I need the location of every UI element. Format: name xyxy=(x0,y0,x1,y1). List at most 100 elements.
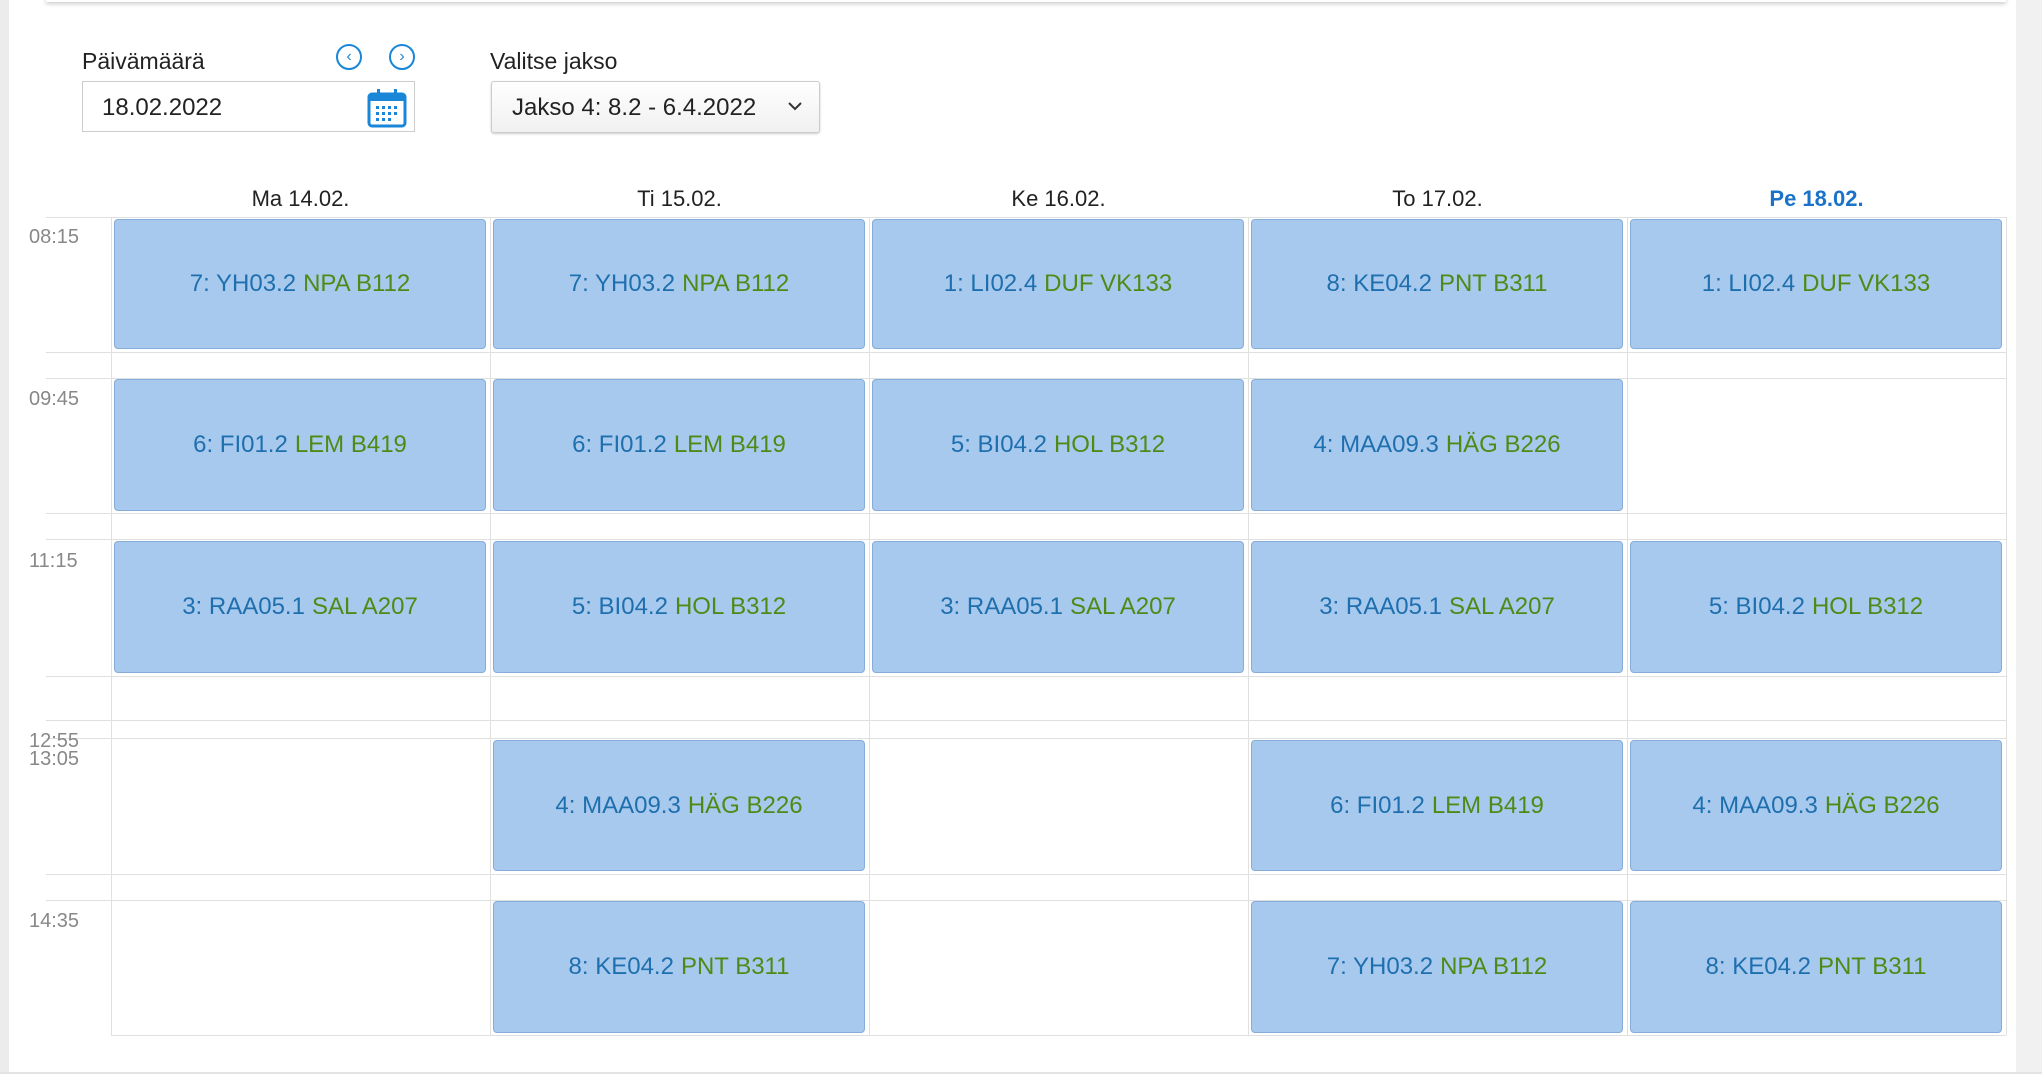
lesson-block[interactable]: 6: FI01.2 LEM B419 xyxy=(114,379,486,511)
lesson-code: 8: KE04.2 xyxy=(568,953,674,980)
time-label: 09:45 xyxy=(29,388,80,410)
lesson-teacher-room: SAL A207 xyxy=(1448,593,1555,620)
day-header: Ma 14.02. xyxy=(251,186,350,211)
chevron-down-icon xyxy=(788,102,802,111)
lesson-code: 4: MAA09.3 xyxy=(1313,431,1439,458)
lesson-teacher-room: SAL A207 xyxy=(311,593,418,620)
lesson-block[interactable]: 8: KE04.2 PNT B311 xyxy=(1251,219,1623,349)
chevron-right-icon: › xyxy=(399,48,405,65)
grid-line xyxy=(46,378,2006,379)
grid-line xyxy=(869,217,870,1035)
period-select[interactable]: Jakso 4: 8.2 - 6.4.2022 xyxy=(491,81,820,133)
period-label: Valitse jakso xyxy=(490,48,618,74)
lesson-block[interactable]: 7: YH03.2 NPA B112 xyxy=(1251,901,1623,1033)
lesson-block[interactable]: 3: RAA05.1 SAL A207 xyxy=(114,541,486,673)
lesson-teacher-room: PNT B311 xyxy=(680,953,790,980)
lesson-block[interactable]: 4: MAA09.3 HÄG B226 xyxy=(493,740,865,871)
grid-line xyxy=(46,513,2006,514)
grid-line xyxy=(490,217,491,1035)
lesson-block[interactable]: 4: MAA09.3 HÄG B226 xyxy=(1251,379,1623,511)
lesson-teacher-room: HÄG B226 xyxy=(1445,431,1561,458)
lesson-code: 5: BI04.2 xyxy=(950,431,1047,458)
page-edge xyxy=(0,0,9,1074)
time-label: 08:15 xyxy=(29,226,80,248)
time-label: 14:35 xyxy=(29,910,80,932)
page-edge xyxy=(0,1072,2042,1074)
lesson-code: 4: MAA09.3 xyxy=(555,791,681,819)
lesson-teacher-room: DUF VK133 xyxy=(1802,270,1931,297)
calendar-icon[interactable] xyxy=(367,88,407,128)
lesson-block[interactable]: 6: FI01.2 LEM B419 xyxy=(1251,740,1623,871)
next-date-button[interactable]: › xyxy=(389,44,415,70)
time-label: 11:15 xyxy=(29,550,78,572)
lesson-block[interactable]: 6: FI01.2 LEM B419 xyxy=(493,379,865,511)
day-header: Pe 18.02. xyxy=(1769,186,1864,211)
grid-line xyxy=(2006,217,2007,1035)
lesson-code: 7: YH03.2 xyxy=(189,270,297,297)
lesson-block[interactable]: 5: BI04.2 HOL B312 xyxy=(1630,541,2002,673)
grid-line xyxy=(111,217,112,1035)
lesson-block[interactable]: 5: BI04.2 HOL B312 xyxy=(493,541,865,673)
day-header: Ti 15.02. xyxy=(637,186,722,211)
lesson-code: 7: YH03.2 xyxy=(568,270,676,297)
lesson-block[interactable]: 1: LI02.4 DUF VK133 xyxy=(872,219,1244,349)
lesson-code: 1: LI02.4 xyxy=(1701,270,1796,297)
lesson-teacher-room: PNT B311 xyxy=(1817,953,1927,980)
lesson-block[interactable]: 3: RAA05.1 SAL A207 xyxy=(1251,541,1623,673)
grid-line xyxy=(1627,217,1628,1035)
grid-line xyxy=(46,352,2006,353)
grid-line xyxy=(46,676,2006,677)
lesson-block[interactable]: 7: YH03.2 NPA B112 xyxy=(493,219,865,349)
lesson-teacher-room: HOL B312 xyxy=(674,593,787,620)
lesson-teacher-room: NPA B112 xyxy=(1440,953,1548,980)
lesson-code: 8: KE04.2 xyxy=(1705,953,1811,980)
lesson-code: 1: LI02.4 xyxy=(943,270,1038,297)
grid-line xyxy=(46,217,2006,218)
lesson-teacher-room: HÄG B226 xyxy=(687,791,803,819)
lesson-teacher-room: HOL B312 xyxy=(1053,431,1166,458)
period-value: Jakso 4: 8.2 - 6.4.2022 xyxy=(512,94,757,121)
lesson-code: 6: FI01.2 xyxy=(1330,791,1425,819)
date-label: Päivämäärä xyxy=(82,48,205,74)
lesson-code: 4: MAA09.3 xyxy=(1692,791,1818,819)
lesson-code: 3: RAA05.1 xyxy=(182,593,305,620)
lesson-teacher-room: NPA B112 xyxy=(682,270,790,297)
grid-line xyxy=(46,874,2006,875)
lesson-teacher-room: PNT B311 xyxy=(1438,270,1548,297)
lesson-block[interactable]: 8: KE04.2 PNT B311 xyxy=(493,901,865,1033)
date-value: 18.02.2022 xyxy=(102,94,223,121)
grid-line xyxy=(46,720,2006,721)
lesson-teacher-room: LEM B419 xyxy=(673,431,786,458)
lesson-block[interactable]: 7: YH03.2 NPA B112 xyxy=(114,219,486,349)
date-input[interactable]: 18.02.2022 xyxy=(82,81,415,132)
lesson-teacher-room: LEM B419 xyxy=(294,431,407,458)
grid-line xyxy=(111,1035,2006,1036)
grid-line xyxy=(46,738,2006,739)
lesson-teacher-room: HOL B312 xyxy=(1811,593,1924,620)
lesson-code: 3: RAA05.1 xyxy=(940,593,1063,620)
lesson-block[interactable]: 5: BI04.2 HOL B312 xyxy=(872,379,1244,511)
lesson-code: 8: KE04.2 xyxy=(1326,270,1432,297)
lesson-code: 5: BI04.2 xyxy=(1708,593,1805,620)
lesson-teacher-room: NPA B112 xyxy=(303,270,411,297)
lesson-teacher-room: DUF VK133 xyxy=(1044,270,1173,297)
prev-date-button[interactable]: ‹ xyxy=(336,44,362,70)
time-label: 12:55 xyxy=(29,730,80,752)
top-card xyxy=(46,0,2006,2)
lesson-teacher-room: LEM B419 xyxy=(1431,791,1544,819)
grid-line xyxy=(46,900,2006,901)
grid-line xyxy=(46,539,2006,540)
lesson-block[interactable]: 1: LI02.4 DUF VK133 xyxy=(1630,219,2002,349)
lesson-block[interactable]: 4: MAA09.3 HÄG B226 xyxy=(1630,740,2002,871)
lesson-block[interactable]: 3: RAA05.1 SAL A207 xyxy=(872,541,1244,673)
lesson-block[interactable]: 8: KE04.2 PNT B311 xyxy=(1630,901,2002,1033)
day-header: Ke 16.02. xyxy=(1011,186,1106,211)
lesson-code: 3: RAA05.1 xyxy=(1319,593,1442,620)
lesson-teacher-room: HÄG B226 xyxy=(1824,791,1940,819)
lesson-code: 5: BI04.2 xyxy=(571,593,668,620)
time-label: 13:05 xyxy=(29,748,80,770)
grid-line xyxy=(1248,217,1249,1035)
lesson-code: 6: FI01.2 xyxy=(572,431,667,458)
lesson-code: 7: YH03.2 xyxy=(1326,953,1434,980)
chevron-left-icon: ‹ xyxy=(346,48,352,65)
